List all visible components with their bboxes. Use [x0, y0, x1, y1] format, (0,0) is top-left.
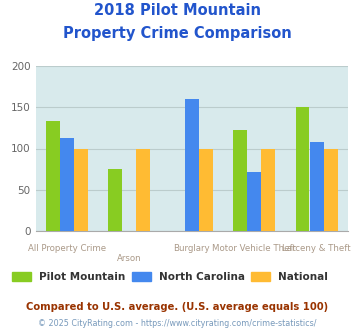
Bar [74, 148, 88, 231]
Bar [199, 148, 213, 231]
Text: All Property Crime: All Property Crime [28, 244, 106, 253]
Text: © 2025 CityRating.com - https://www.cityrating.com/crime-statistics/: © 2025 CityRating.com - https://www.city… [38, 319, 317, 328]
Text: Compared to U.S. average. (U.S. average equals 100): Compared to U.S. average. (U.S. average … [26, 302, 329, 312]
Bar [247, 172, 261, 231]
Text: Motor Vehicle Theft: Motor Vehicle Theft [212, 244, 296, 253]
Text: Larceny & Theft: Larceny & Theft [282, 244, 351, 253]
Bar [108, 169, 122, 231]
Legend: Pilot Mountain, North Carolina, National: Pilot Mountain, North Carolina, National [12, 272, 328, 282]
Bar [185, 99, 198, 231]
Bar [324, 148, 338, 231]
Text: Property Crime Comparison: Property Crime Comparison [63, 26, 292, 41]
Text: Burglary: Burglary [173, 244, 210, 253]
Bar [261, 148, 275, 231]
Bar [136, 148, 150, 231]
Text: Arson: Arson [117, 254, 142, 263]
Bar [233, 129, 247, 231]
Bar [60, 138, 73, 231]
Bar [46, 121, 60, 231]
Bar [310, 142, 323, 231]
Text: 2018 Pilot Mountain: 2018 Pilot Mountain [94, 3, 261, 18]
Bar [296, 107, 310, 231]
